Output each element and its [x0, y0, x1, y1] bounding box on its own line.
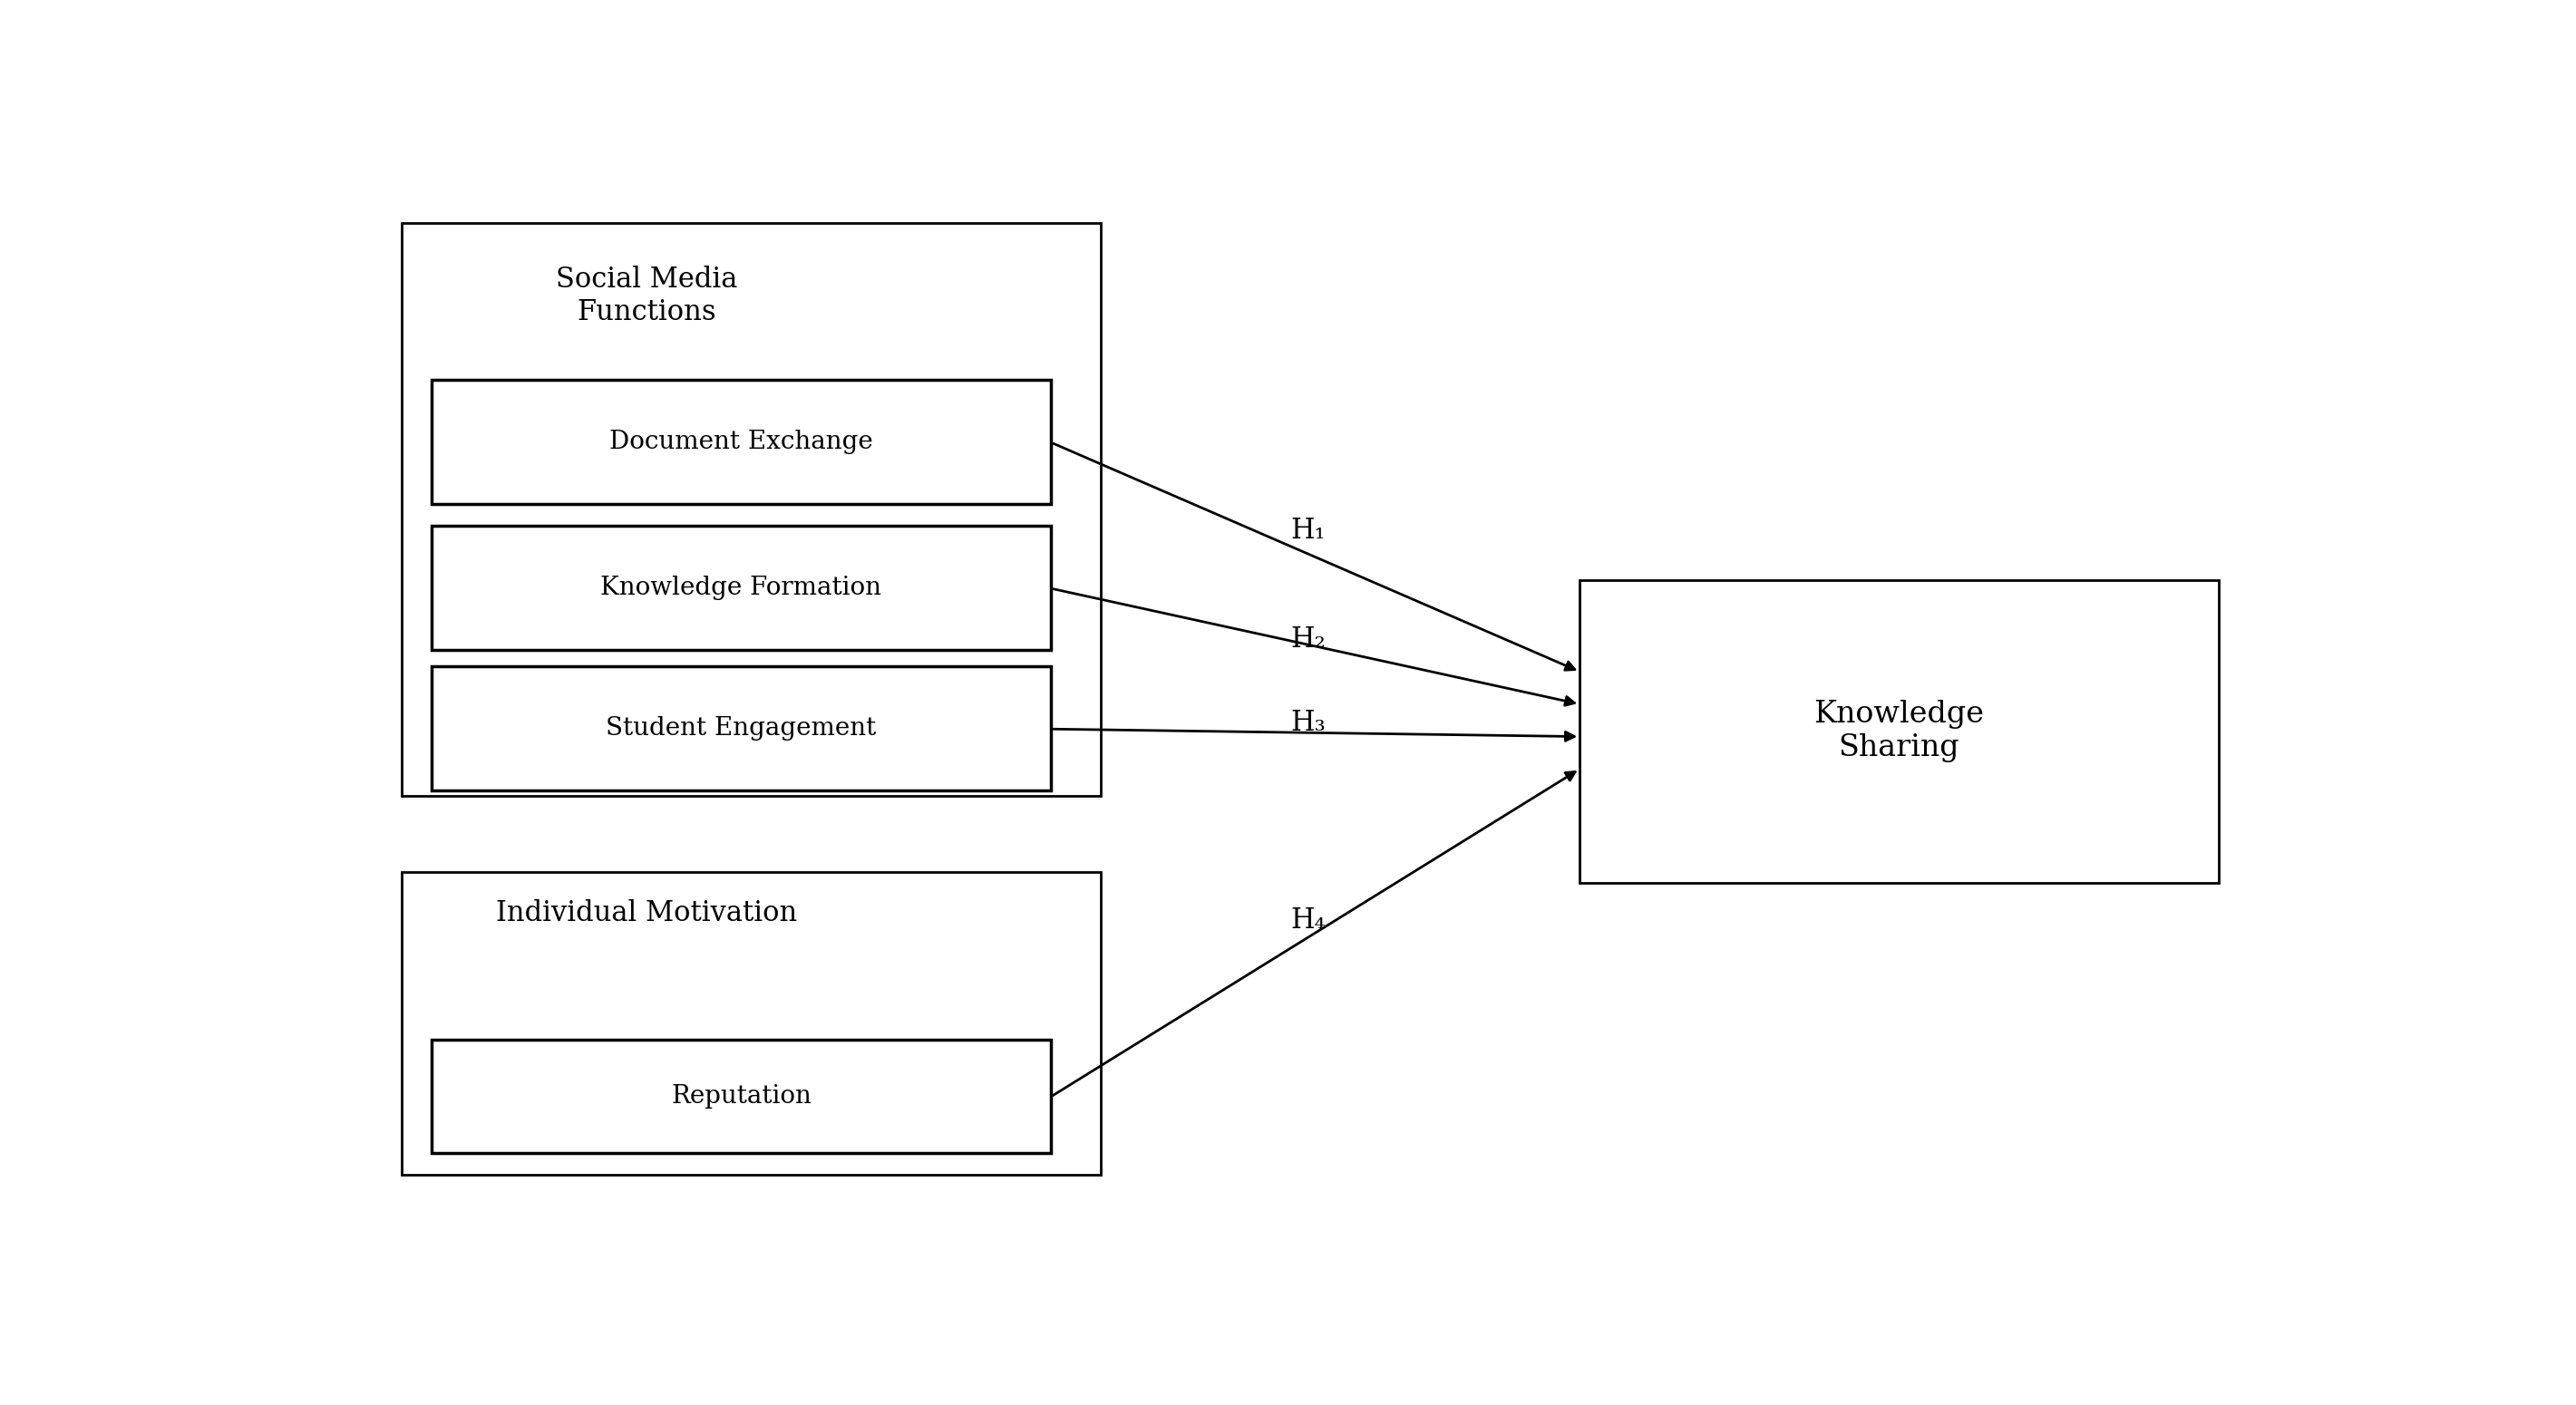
Bar: [402, 222, 1100, 797]
Text: Individual Motivation: Individual Motivation: [495, 899, 796, 927]
Bar: [433, 1040, 1051, 1154]
Text: H₃: H₃: [1291, 708, 1327, 736]
Text: Student Engagement: Student Engagement: [605, 717, 876, 740]
Bar: [1579, 580, 2218, 882]
Text: Knowledge Formation: Knowledge Formation: [600, 576, 881, 600]
Bar: [433, 379, 1051, 504]
Text: H₁: H₁: [1291, 517, 1327, 545]
Bar: [402, 871, 1100, 1175]
Text: H₂: H₂: [1291, 625, 1327, 653]
Text: Document Exchange: Document Exchange: [611, 430, 873, 454]
Text: Reputation: Reputation: [670, 1085, 811, 1109]
Text: Knowledge
Sharing: Knowledge Sharing: [1814, 700, 1984, 763]
Text: Social Media
Functions: Social Media Functions: [556, 266, 737, 326]
Bar: [433, 666, 1051, 791]
Bar: [433, 525, 1051, 651]
Text: H₄: H₄: [1291, 906, 1327, 934]
